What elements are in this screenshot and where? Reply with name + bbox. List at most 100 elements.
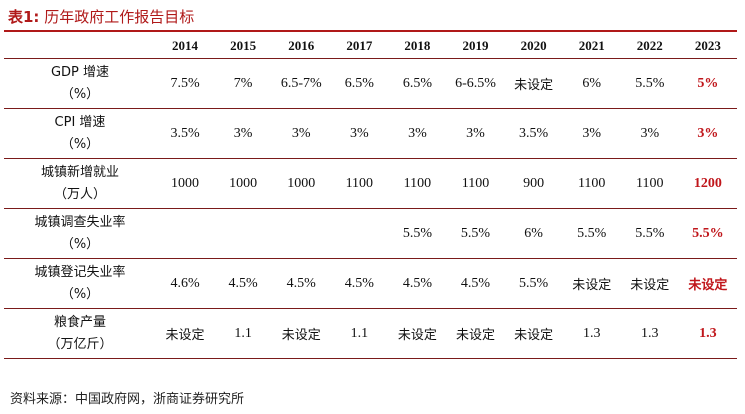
table-number: 表1: bbox=[8, 8, 40, 26]
value-cell: 未设定 bbox=[397, 328, 437, 343]
value-cell: 5.5% bbox=[402, 225, 432, 241]
row-label: 城镇调查失业率 （%） bbox=[4, 209, 156, 259]
value-cell: 6% bbox=[582, 75, 602, 91]
row-label-name: GDP 增速 bbox=[50, 64, 110, 80]
value-cell: 3% bbox=[466, 125, 485, 141]
table-row: 城镇新增就业 （万人） 1000 1000 1000 1100 1100 1100 900 110… bbox=[4, 159, 737, 209]
year-header: 2014 bbox=[172, 38, 199, 53]
value-cell: 1.3 bbox=[582, 325, 601, 341]
value-cell: 3.5% bbox=[519, 125, 549, 141]
value-cell: 3% bbox=[291, 125, 311, 141]
value-cell: 4.5% bbox=[344, 275, 374, 291]
value-cell bbox=[272, 209, 330, 259]
year-header: 2020 bbox=[520, 38, 547, 53]
year-header: 2019 bbox=[462, 38, 489, 53]
value-cell: 6-6.5% bbox=[455, 75, 496, 91]
table-row: CPI 增速 （%） 3.5% 3% 3% 3% 3% 3% 3.5% 3% 3% 3% bbox=[4, 109, 737, 159]
table-row: GDP 增速 （%） 7.5% 7% 6.5-7% 6.5% 6.5% 6-6.5% 未设定 6%… bbox=[4, 59, 737, 109]
value-cell: 1.1 bbox=[350, 325, 369, 341]
table-caption: 历年政府工作报告目标 bbox=[44, 8, 195, 26]
value-cell: 5.5% bbox=[692, 225, 724, 241]
value-cell: 3% bbox=[349, 125, 369, 141]
value-cell: 5% bbox=[697, 75, 719, 91]
value-cell: 4.5% bbox=[460, 275, 491, 291]
value-cell: 7% bbox=[233, 75, 253, 91]
value-cell bbox=[156, 209, 214, 259]
row-label-unit: （%） bbox=[60, 236, 100, 252]
value-cell: 6% bbox=[524, 225, 543, 241]
value-cell: 5.5% bbox=[577, 225, 607, 241]
table-row: 城镇调查失业率 （%） 5.5% 5.5% 6% 5.5% 5.5% 5.5% bbox=[4, 209, 737, 259]
value-cell: 3% bbox=[582, 125, 602, 141]
value-cell: 5.5% bbox=[460, 225, 491, 241]
value-cell: 未设定 bbox=[281, 328, 321, 343]
table-row: 城镇登记失业率 （%） 4.6% 4.5% 4.5% 4.5% 4.5% 4.5% 5.5% 未设… bbox=[4, 259, 737, 309]
year-header: 2018 bbox=[404, 38, 431, 53]
value-cell: 未设定 bbox=[456, 328, 496, 343]
value-cell: 1000 bbox=[171, 175, 200, 191]
table-row: 粮食产量 （万亿斤） 未设定 1.1 未设定 1.1 未设定 未设定 未设定 1.3 1.3 1.3 bbox=[4, 309, 737, 359]
top-divider bbox=[4, 30, 737, 32]
value-cell: 3% bbox=[408, 125, 427, 141]
targets-table: 2014 2015 2016 2017 2018 2019 2020 2021 2022 2023… bbox=[4, 34, 737, 359]
table-body: GDP 增速 （%） 7.5% 7% 6.5-7% 6.5% 6.5% 6-6.5% 未设定 6%… bbox=[4, 59, 737, 359]
row-label-unit: （%） bbox=[60, 286, 100, 302]
value-cell: 5.5% bbox=[519, 275, 549, 291]
year-header: 2017 bbox=[346, 38, 373, 53]
value-cell bbox=[214, 209, 272, 259]
value-cell: 未设定 bbox=[688, 278, 728, 293]
value-cell: 3.5% bbox=[170, 125, 200, 141]
row-label: GDP 增速 （%） bbox=[4, 59, 156, 109]
source-note: 资料来源：中国政府网，浙商证券研究所 bbox=[10, 392, 245, 407]
value-cell: 5.5% bbox=[635, 75, 665, 91]
value-cell: 未设定 bbox=[630, 278, 670, 293]
value-cell: 1.3 bbox=[641, 325, 659, 341]
value-cell: 1100 bbox=[461, 175, 490, 191]
row-label-unit: （%） bbox=[60, 86, 100, 102]
header-row: 2014 2015 2016 2017 2018 2019 2020 2021 2022 2023 bbox=[4, 34, 737, 59]
value-cell: 6.5% bbox=[402, 75, 432, 91]
value-cell: 5.5% bbox=[635, 225, 665, 241]
row-label: 城镇新增就业 （万人） bbox=[4, 159, 156, 209]
row-label-name: 城镇调查失业率 bbox=[34, 214, 126, 230]
corner-cell bbox=[4, 34, 156, 59]
year-header: 2021 bbox=[578, 38, 605, 53]
value-cell: 7.5% bbox=[170, 75, 200, 91]
row-label-unit: （%） bbox=[60, 136, 100, 152]
row-label: 粮食产量 （万亿斤） bbox=[4, 309, 156, 359]
row-label-name: 城镇登记失业率 bbox=[34, 264, 126, 280]
value-cell: 3% bbox=[233, 125, 253, 141]
value-cell: 1100 bbox=[577, 175, 606, 191]
value-cell: 未设定 bbox=[514, 328, 554, 343]
row-label: 城镇登记失业率 （%） bbox=[4, 259, 156, 309]
row-label-unit: （万亿斤） bbox=[47, 336, 113, 352]
value-cell: 6.5-7% bbox=[280, 75, 322, 91]
table-title: 表1: 历年政府工作报告目标 bbox=[8, 6, 194, 27]
value-cell: 4.5% bbox=[402, 275, 432, 291]
value-cell: 1000 bbox=[229, 175, 258, 191]
value-cell: 3% bbox=[640, 125, 660, 141]
value-cell: 4.5% bbox=[228, 275, 258, 291]
row-label-name: 粮食产量 bbox=[53, 314, 106, 330]
value-cell: 未设定 bbox=[572, 278, 612, 293]
value-cell: 1000 bbox=[287, 175, 316, 191]
value-cell: 900 bbox=[523, 175, 545, 191]
year-header: 2016 bbox=[288, 38, 315, 53]
row-label-unit: （万人） bbox=[53, 186, 106, 202]
value-cell: 1100 bbox=[636, 175, 664, 191]
value-cell: 1200 bbox=[693, 175, 722, 191]
year-header: 2022 bbox=[636, 38, 663, 53]
value-cell bbox=[330, 209, 388, 259]
row-label-name: CPI 增速 bbox=[54, 114, 106, 130]
value-cell: 1100 bbox=[345, 175, 374, 191]
row-label-name: 城镇新增就业 bbox=[40, 164, 119, 180]
value-cell: 未设定 bbox=[165, 328, 205, 343]
value-cell: 4.5% bbox=[286, 275, 316, 291]
year-header: 2023 bbox=[694, 38, 721, 53]
value-cell: 4.6% bbox=[170, 275, 200, 291]
year-header: 2015 bbox=[230, 38, 257, 53]
value-cell: 1100 bbox=[403, 175, 432, 191]
value-cell: 1.3 bbox=[699, 325, 717, 341]
value-cell: 未设定 bbox=[514, 78, 554, 93]
value-cell: 3% bbox=[697, 125, 719, 141]
